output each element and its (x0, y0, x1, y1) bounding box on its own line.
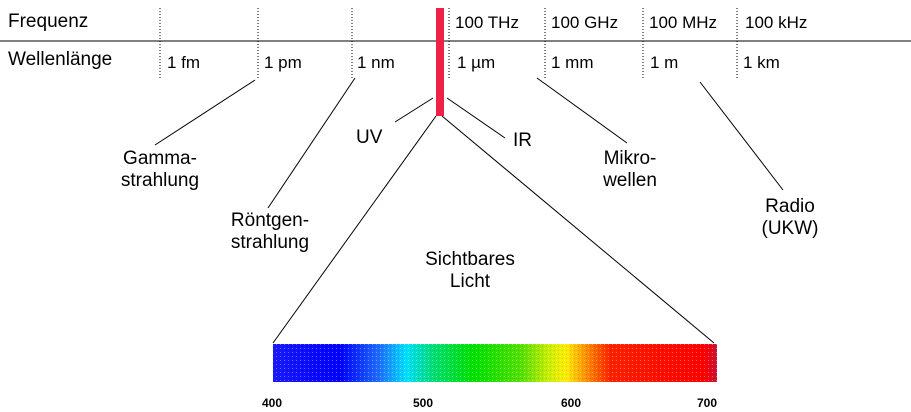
wavelength-tick: 1 m (650, 53, 679, 72)
ir-label: IR (513, 130, 532, 151)
connector-lines (154, 77, 784, 344)
gamma-label: Gamma-strahlung (120, 148, 200, 191)
visible-light-label: Sichtbares Licht (425, 249, 515, 292)
wavelength-tick: 1 fm (167, 53, 201, 72)
frequency-tick: 100 GHz (551, 13, 619, 32)
xray-label: Röntgen-strahlung (230, 210, 310, 253)
visible-band-bar (436, 8, 444, 116)
nm-tick: 600 (561, 396, 582, 410)
spectrum-dither (273, 344, 717, 382)
wavelength-label: Wellenlänge (8, 49, 113, 70)
uv-label: UV (356, 127, 383, 148)
nm-tick: 700 (697, 396, 718, 410)
wavelength-tick: 1 mm (551, 53, 594, 72)
wavelength-tick: 1 µm (457, 53, 496, 72)
frequency-label: Frequenz (8, 11, 89, 32)
radio-label: Radio (UKW) (761, 196, 819, 239)
nm-tick: 400 (262, 396, 283, 410)
wavelength-tick: 1 nm (357, 53, 395, 72)
wavelength-tick: 1 pm (264, 53, 302, 72)
frequency-tick: 100 THz (455, 13, 519, 32)
microwave-label: Mikro-wellen (603, 148, 657, 191)
frequency-tick: 100 MHz (649, 13, 718, 32)
nm-tick: 500 (413, 396, 434, 410)
frequency-tick: 100 kHz (745, 13, 808, 32)
wavelength-tick: 1 km (743, 53, 780, 72)
